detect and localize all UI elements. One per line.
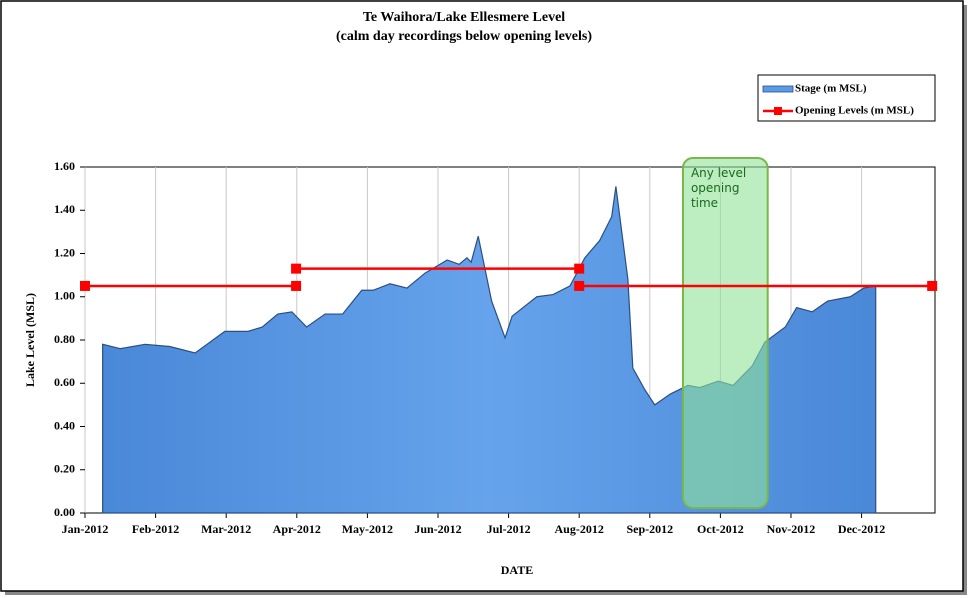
x-tick-label: Mar-2012 xyxy=(201,522,251,536)
chart-subtitle: (calm day recordings below opening level… xyxy=(336,29,592,44)
legend-swatch xyxy=(762,85,794,93)
legend-marker xyxy=(774,107,782,115)
x-tick-label: Apr-2012 xyxy=(273,522,321,536)
y-tick-label: 1.40 xyxy=(54,202,75,216)
x-axis-label: DATE xyxy=(501,563,533,577)
x-tick-label: Jun-2012 xyxy=(414,522,461,536)
highlight xyxy=(681,157,769,509)
x-tick-label: Feb-2012 xyxy=(132,522,179,536)
y-axis-label: Lake Level (MSL) xyxy=(23,293,37,387)
legend-label: Stage (m MSL) xyxy=(795,83,867,95)
y-tick-label: 0.40 xyxy=(54,418,75,432)
y-tick-label: 1.00 xyxy=(54,289,75,303)
x-tick-label: Dec-2012 xyxy=(838,522,885,536)
y-tick-label: 0.00 xyxy=(54,505,75,519)
marker xyxy=(927,280,938,291)
legend: Stage (m MSL) Opening Levels (m MSL) xyxy=(757,74,936,122)
legend-label: Opening Levels (m MSL) xyxy=(795,105,914,117)
y-tick-label: 0.60 xyxy=(54,375,75,389)
y-tick-label: 0.80 xyxy=(54,332,75,346)
y-tick-label: 0.20 xyxy=(54,462,75,476)
x-tick-label: May-2012 xyxy=(342,522,393,536)
marker xyxy=(574,280,585,291)
x-tick-label: Nov-2012 xyxy=(767,522,816,536)
annotation: Any level opening time xyxy=(691,166,746,210)
x-tick-label: Sep-2012 xyxy=(626,522,673,536)
marker xyxy=(574,263,585,274)
x-tick-label: Jan-2012 xyxy=(62,522,109,536)
y-tick-label: 1.20 xyxy=(54,245,75,259)
x-tick-label: Oct-2012 xyxy=(697,522,744,536)
x-tick-label: Aug-2012 xyxy=(555,522,604,536)
chart-title: Te Waihora/Lake Ellesmere Level xyxy=(363,10,565,25)
x-tick-label: Jul-2012 xyxy=(487,522,531,536)
line xyxy=(85,267,933,288)
marker xyxy=(291,263,302,274)
marker xyxy=(80,280,90,291)
marker xyxy=(291,280,302,291)
legend-box xyxy=(757,74,936,122)
y-tick-label: 1.60 xyxy=(54,159,75,173)
